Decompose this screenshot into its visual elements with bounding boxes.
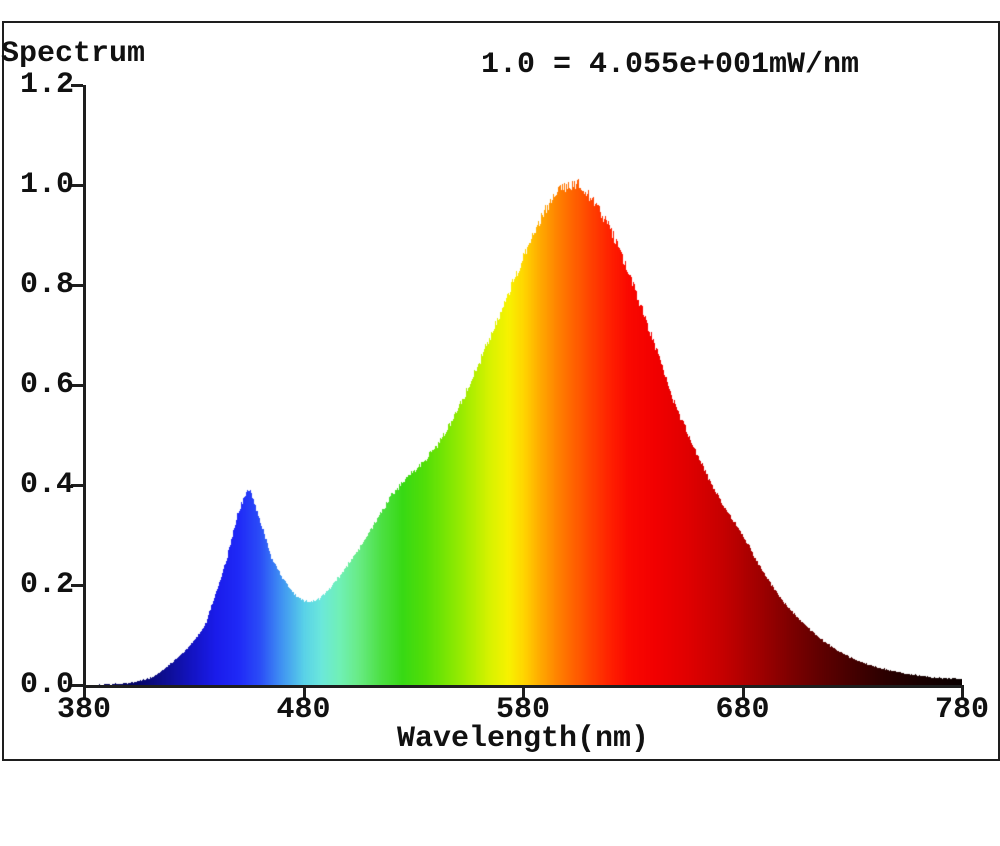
chart-title: Spectrum <box>1 37 146 71</box>
x-tick <box>302 685 306 698</box>
x-tick <box>83 685 86 698</box>
y-tick-label: 1.2 <box>19 68 74 102</box>
spectrum-area-fill <box>84 85 962 685</box>
y-tick-label: 0.6 <box>19 368 74 402</box>
x-tick-label: 680 <box>715 693 770 727</box>
y-tick-label: 0.4 <box>19 468 74 502</box>
y-tick-label: 0.8 <box>19 268 74 302</box>
y-tick-label: 0.0 <box>19 668 74 702</box>
x-tick-label: 780 <box>934 693 989 727</box>
y-tick <box>71 84 83 87</box>
x-tick-label: 580 <box>495 693 550 727</box>
x-axis-title: Wavelength(nm) <box>396 722 650 756</box>
x-tick-label: 380 <box>56 693 111 727</box>
scale-note: 1.0 = 4.055e+001mW/nm <box>481 48 860 82</box>
y-tick <box>71 284 83 287</box>
x-tick <box>522 685 525 698</box>
x-tick <box>961 685 964 698</box>
x-tick-label: 480 <box>276 693 331 727</box>
y-tick <box>71 384 83 387</box>
y-axis-line <box>83 85 86 688</box>
y-tick <box>71 684 83 687</box>
y-tick <box>71 184 83 187</box>
y-tick <box>71 484 83 487</box>
y-tick-label: 1.0 <box>19 168 74 202</box>
y-tick-label: 0.2 <box>19 568 74 602</box>
x-tick <box>741 685 745 698</box>
y-tick <box>71 584 83 587</box>
